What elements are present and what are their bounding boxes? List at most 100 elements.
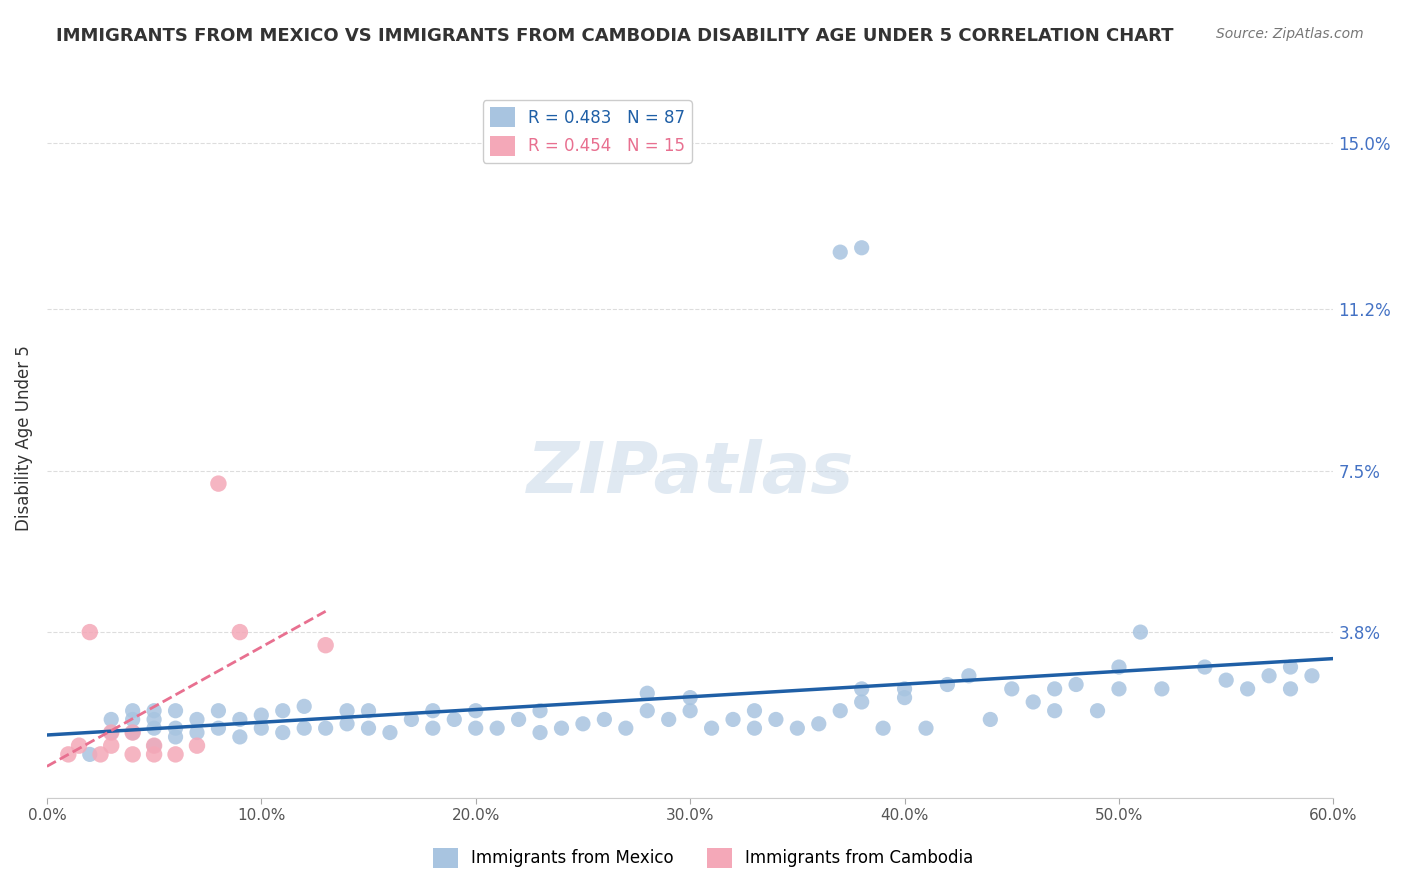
Point <box>1194 660 1216 674</box>
Point <box>292 699 315 714</box>
Point <box>315 721 337 735</box>
Point <box>593 713 616 727</box>
Point <box>422 721 444 735</box>
Point <box>165 747 187 762</box>
Point <box>1279 660 1302 674</box>
Point <box>100 725 122 739</box>
Point <box>636 686 658 700</box>
Point <box>229 730 252 744</box>
Point <box>336 716 359 731</box>
Point <box>165 730 187 744</box>
Point <box>851 695 873 709</box>
Text: IMMIGRANTS FROM MEXICO VS IMMIGRANTS FROM CAMBODIA DISABILITY AGE UNDER 5 CORREL: IMMIGRANTS FROM MEXICO VS IMMIGRANTS FRO… <box>56 27 1174 45</box>
Point <box>915 721 938 735</box>
Y-axis label: Disability Age Under 5: Disability Age Under 5 <box>15 345 32 531</box>
Point <box>165 704 187 718</box>
Point <box>207 721 229 735</box>
Point <box>1279 681 1302 696</box>
Point <box>186 713 208 727</box>
Point <box>422 704 444 718</box>
Point <box>1108 660 1130 674</box>
Point <box>79 625 101 640</box>
Point <box>89 747 111 762</box>
Point <box>58 747 80 762</box>
Point <box>121 713 143 727</box>
Point <box>936 677 959 691</box>
Legend: R = 0.483   N = 87, R = 0.454   N = 15: R = 0.483 N = 87, R = 0.454 N = 15 <box>482 100 692 162</box>
Point <box>271 704 294 718</box>
Point <box>851 241 873 255</box>
Point <box>851 681 873 696</box>
Point <box>121 725 143 739</box>
Point <box>1129 625 1152 640</box>
Point <box>872 721 894 735</box>
Point <box>679 690 702 705</box>
Point <box>336 704 359 718</box>
Point <box>1236 681 1258 696</box>
Point <box>143 747 166 762</box>
Point <box>121 704 143 718</box>
Point <box>143 713 166 727</box>
Point <box>721 713 744 727</box>
Point <box>830 245 852 260</box>
Point <box>121 747 143 762</box>
Point <box>529 704 551 718</box>
Point <box>100 725 122 739</box>
Point <box>807 716 830 731</box>
Point <box>1043 681 1066 696</box>
Point <box>271 725 294 739</box>
Point <box>957 669 980 683</box>
Point <box>186 725 208 739</box>
Point <box>614 721 637 735</box>
Point <box>121 725 143 739</box>
Point <box>1150 681 1173 696</box>
Point <box>165 721 187 735</box>
Point <box>744 721 766 735</box>
Point <box>401 713 423 727</box>
Point <box>1108 681 1130 696</box>
Point <box>893 690 915 705</box>
Point <box>572 716 595 731</box>
Point <box>1022 695 1045 709</box>
Point <box>679 704 702 718</box>
Point <box>357 704 380 718</box>
Point <box>250 708 273 723</box>
Point <box>1087 704 1109 718</box>
Point <box>830 704 852 718</box>
Point <box>292 721 315 735</box>
Point <box>765 713 787 727</box>
Point <box>744 704 766 718</box>
Point <box>250 721 273 735</box>
Point <box>100 713 122 727</box>
Point <box>186 739 208 753</box>
Point <box>443 713 465 727</box>
Point <box>893 681 915 696</box>
Point <box>67 739 90 753</box>
Point <box>636 704 658 718</box>
Point <box>315 638 337 652</box>
Point <box>1064 677 1087 691</box>
Point <box>464 721 486 735</box>
Point <box>658 713 681 727</box>
Text: ZIPatlas: ZIPatlas <box>526 439 853 508</box>
Point <box>79 747 101 762</box>
Point <box>464 704 486 718</box>
Point <box>357 721 380 735</box>
Point <box>979 713 1001 727</box>
Point <box>143 721 166 735</box>
Point <box>1001 681 1024 696</box>
Point <box>143 704 166 718</box>
Point <box>229 625 252 640</box>
Point <box>100 739 122 753</box>
Point <box>550 721 572 735</box>
Point <box>1258 669 1281 683</box>
Point <box>143 739 166 753</box>
Point <box>786 721 808 735</box>
Point <box>529 725 551 739</box>
Point <box>486 721 509 735</box>
Legend: Immigrants from Mexico, Immigrants from Cambodia: Immigrants from Mexico, Immigrants from … <box>426 841 980 875</box>
Point <box>207 476 229 491</box>
Point <box>1043 704 1066 718</box>
Point <box>508 713 530 727</box>
Point <box>1301 669 1323 683</box>
